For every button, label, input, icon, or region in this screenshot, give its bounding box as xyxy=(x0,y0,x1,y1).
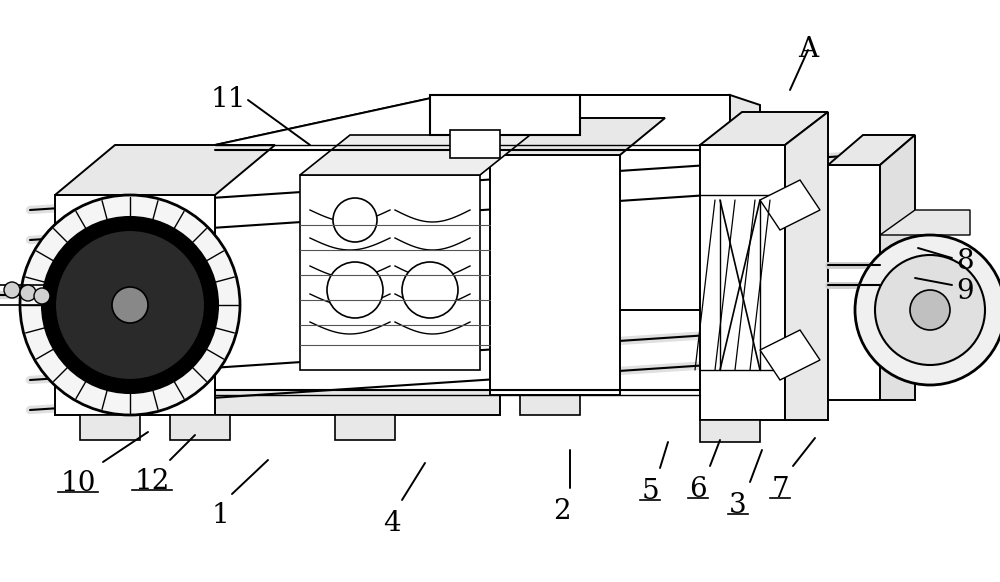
Polygon shape xyxy=(90,240,180,320)
Text: 11: 11 xyxy=(210,86,246,113)
Text: 7: 7 xyxy=(771,476,789,503)
Polygon shape xyxy=(700,145,785,420)
Polygon shape xyxy=(760,330,820,380)
Text: 9: 9 xyxy=(956,278,974,305)
Circle shape xyxy=(875,255,985,365)
Polygon shape xyxy=(760,180,820,230)
Polygon shape xyxy=(215,390,500,415)
Polygon shape xyxy=(215,95,730,390)
Polygon shape xyxy=(55,195,215,415)
Bar xyxy=(700,420,760,442)
Bar xyxy=(90,240,180,320)
Circle shape xyxy=(20,195,240,415)
Circle shape xyxy=(855,235,1000,385)
Text: 10: 10 xyxy=(60,470,96,497)
Polygon shape xyxy=(430,95,580,135)
Text: 1: 1 xyxy=(211,502,229,529)
Circle shape xyxy=(333,198,377,242)
Polygon shape xyxy=(700,112,828,145)
Circle shape xyxy=(20,285,36,301)
Text: 4: 4 xyxy=(383,510,401,537)
Polygon shape xyxy=(880,135,915,400)
Circle shape xyxy=(4,282,20,298)
Circle shape xyxy=(402,262,458,318)
Polygon shape xyxy=(730,95,760,310)
Polygon shape xyxy=(55,145,275,195)
Bar xyxy=(335,415,395,440)
Text: 3: 3 xyxy=(729,492,747,519)
Circle shape xyxy=(42,217,218,393)
Polygon shape xyxy=(490,118,665,155)
Polygon shape xyxy=(450,130,500,158)
Bar xyxy=(80,415,140,440)
Text: 5: 5 xyxy=(641,478,659,505)
Text: 8: 8 xyxy=(956,248,974,275)
Polygon shape xyxy=(215,95,730,310)
Polygon shape xyxy=(490,155,620,395)
Polygon shape xyxy=(828,135,915,165)
Text: 2: 2 xyxy=(553,498,571,525)
Circle shape xyxy=(910,290,950,330)
Bar xyxy=(170,415,230,440)
Polygon shape xyxy=(300,135,530,175)
Circle shape xyxy=(327,262,383,318)
Text: 6: 6 xyxy=(689,476,707,503)
Polygon shape xyxy=(880,210,970,235)
Circle shape xyxy=(112,287,148,323)
Polygon shape xyxy=(785,112,828,420)
Text: 12: 12 xyxy=(134,468,170,495)
Bar xyxy=(520,395,580,415)
Circle shape xyxy=(55,230,205,380)
Polygon shape xyxy=(828,165,880,400)
Polygon shape xyxy=(300,175,480,370)
Text: A: A xyxy=(798,36,818,63)
Circle shape xyxy=(34,288,50,304)
